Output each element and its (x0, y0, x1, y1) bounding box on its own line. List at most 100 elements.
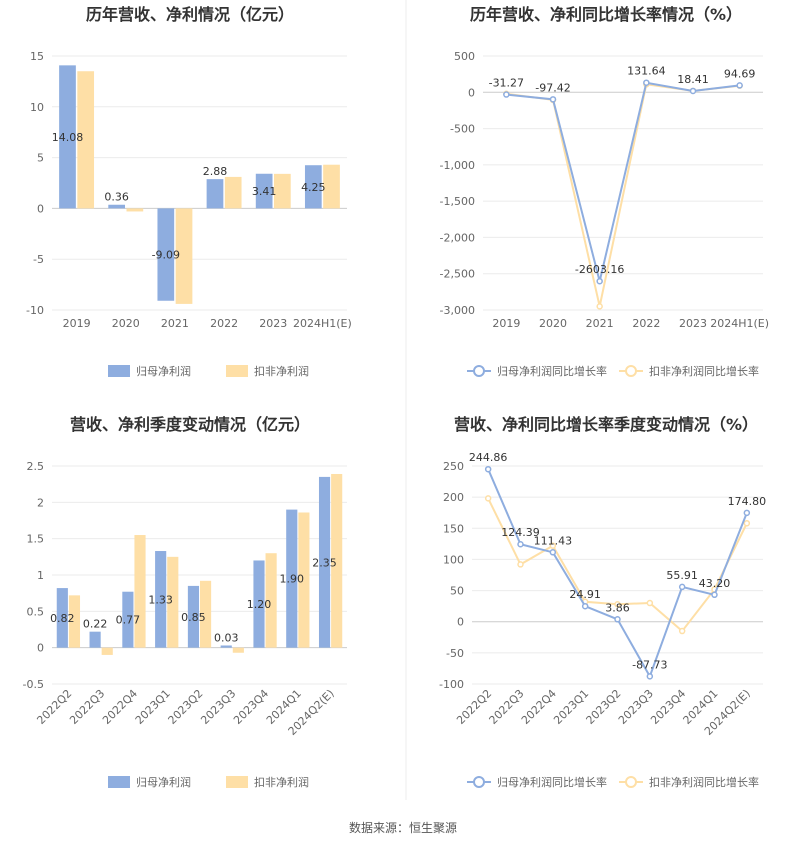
chart3-bar-series-a (286, 509, 298, 648)
chart3-bar-series-a (155, 551, 167, 648)
chart3-ytick-label: 1 (37, 569, 44, 582)
chart4-point-series-b (646, 599, 654, 607)
chart3-xtick-label: 2022Q2 (34, 687, 74, 727)
chart4-point-series-a (646, 673, 654, 680)
chart3-ytick-label: 0.5 (27, 605, 45, 618)
chart2-xtick-label: 2022 (632, 317, 660, 330)
chart1-data-label: 14.08 (52, 131, 84, 144)
chart2-ytick-label: -2,500 (440, 268, 475, 281)
chart2-point-series-b (596, 303, 603, 310)
chart2-growth-annual: 500 0 -500 -1,000 -1,500 -2,000 -2,500 -3,000 20… (440, 50, 770, 378)
chart2-data-label: 131.64 (627, 65, 666, 78)
chart1-xtick-label: 2020 (112, 317, 140, 330)
chart1-xtick-label: 2021 (161, 317, 189, 330)
chart2-ytick-label: 500 (454, 50, 475, 63)
chart3-bar-series-b (167, 556, 179, 648)
chart4-point-series-a (678, 583, 686, 591)
chart1-data-label: 4.25 (301, 181, 326, 194)
chart2-xtick-label: 2021 (586, 317, 614, 330)
chart4-xtick-label: 2023Q4 (648, 687, 688, 727)
chart1-bar-series-b (77, 71, 95, 209)
chart3-legend-label: 归母净利润 (136, 775, 191, 789)
chart1-title: 历年营收、净利情况（亿元） (86, 5, 294, 24)
chart4-xtick-label: 2022Q4 (519, 687, 559, 727)
chart3-bar-series-b (265, 553, 277, 648)
chart4-data-label: 244.86 (469, 451, 508, 464)
chart2-point-series-a (736, 82, 743, 89)
chart2-point-series-a (549, 96, 557, 103)
chart4-data-label: 43.20 (699, 577, 731, 590)
chart1-bar-series-a (108, 204, 126, 209)
chart4-point-series-a (549, 549, 557, 556)
chart2-ytick-label: -2,000 (440, 231, 475, 244)
chart3-ytick-label: 2 (37, 496, 44, 509)
chart4-xtick-label: 2023Q2 (584, 687, 624, 727)
chart2-legend-label: 扣非净利润同比增长率 (649, 364, 759, 378)
chart4-growth-quarterly: 250 200 150 100 50 0 -50 -1002022Q22022Q32022Q4… (439, 451, 766, 789)
chart4-ytick-label: 200 (443, 491, 464, 504)
chart1-data-label: 2.88 (203, 165, 228, 178)
chart1-data-label: 0.36 (104, 191, 129, 204)
chart3-bar-series-a (220, 645, 232, 648)
chart1-bar-series-b (273, 173, 291, 209)
chart2-data-label: -31.27 (489, 77, 524, 90)
chart4-ytick-label: -50 (446, 647, 464, 660)
chart1-ytick-label: 10 (30, 101, 44, 114)
chart1-xtick-label: 2023 (259, 317, 287, 330)
chart2-xtick-label: 2020 (539, 317, 567, 330)
chart1-legend-label: 归母净利润 (136, 364, 191, 378)
chart1-legend-label: 扣非净利润 (254, 364, 309, 378)
chart1-bar-series-a (304, 165, 322, 209)
chart3-bar-series-b (68, 595, 81, 648)
chart4-xtick-label: 2022Q3 (487, 687, 527, 727)
chart1-ytick-label: 0 (37, 202, 44, 215)
chart4-data-label: 111.43 (534, 534, 573, 547)
chart3-ytick-label: 1.5 (27, 533, 45, 546)
chart2-xtick-label: 2024H1(E) (710, 317, 769, 330)
chart4-xtick-label: 2023Q1 (551, 687, 591, 727)
chart2-point-series-a (503, 91, 510, 98)
chart4-ytick-label: 100 (443, 553, 464, 566)
chart1-ytick-label: -10 (26, 304, 44, 317)
chart3-bar-series-b (134, 535, 146, 648)
chart3-bar-series-a (318, 476, 331, 648)
chart3-data-label: 1.90 (280, 573, 305, 586)
chart1-xtick-label: 2024H1(E) (293, 317, 352, 330)
chart2-line-series-a (506, 81, 740, 282)
chart3-ytick-label: 2.5 (27, 460, 45, 473)
chart1-bar-series-b (224, 176, 242, 209)
chart3-bar-series-b (331, 473, 343, 648)
chart3-xtick-label: 2023Q1 (133, 687, 173, 727)
chart2-ytick-label: -500 (450, 123, 475, 136)
chart3-data-label: 0.22 (83, 618, 108, 631)
chart4-xtick-label: 2022Q2 (454, 687, 494, 727)
chart4-title: 营收、净利同比增长率季度变动情况（%） (454, 415, 758, 434)
chart4-ytick-label: 250 (443, 460, 464, 473)
chart2-ytick-label: -3,000 (440, 304, 475, 317)
chart2-data-label: -2603.16 (575, 263, 624, 276)
chart4-point-series-b (517, 561, 524, 568)
chart2-ytick-label: -1,000 (440, 159, 475, 172)
chart1-bar-series-b (126, 208, 144, 212)
chart1-bar-series-a (206, 179, 224, 209)
chart1-legend-swatch (226, 365, 248, 377)
chart1-bar-series-b (323, 164, 340, 209)
chart2-xtick-label: 2019 (492, 317, 520, 330)
chart3-data-label: 0.82 (50, 612, 75, 625)
chart2-legend-label: 归母净利润同比增长率 (497, 364, 607, 378)
chart2-point-series-a (643, 79, 650, 86)
chart4-data-label: 55.91 (666, 569, 698, 582)
chart4-data-label: -87.73 (632, 658, 667, 671)
chart2-data-label: 18.41 (677, 73, 709, 86)
chart3-bar-series-a (187, 585, 200, 648)
chart2-data-label: 94.69 (724, 67, 756, 80)
chart1-bar-series-a (255, 173, 273, 209)
chart4-ytick-label: 0 (457, 616, 464, 629)
chart4-point-series-b (614, 601, 621, 608)
chart3-xtick-label: 2023Q2 (166, 687, 206, 727)
chart4-data-label: 24.91 (569, 588, 601, 601)
chart3-revenue-profit-quarterly: 2.5 2 1.5 1 0.5 0 -0.52022Q22022Q32022Q42023Q1… (23, 460, 347, 789)
chart2-data-label: -97.42 (535, 81, 570, 94)
chart1-xtick-label: 2019 (63, 317, 91, 330)
chart4-ytick-label: 50 (450, 585, 464, 598)
